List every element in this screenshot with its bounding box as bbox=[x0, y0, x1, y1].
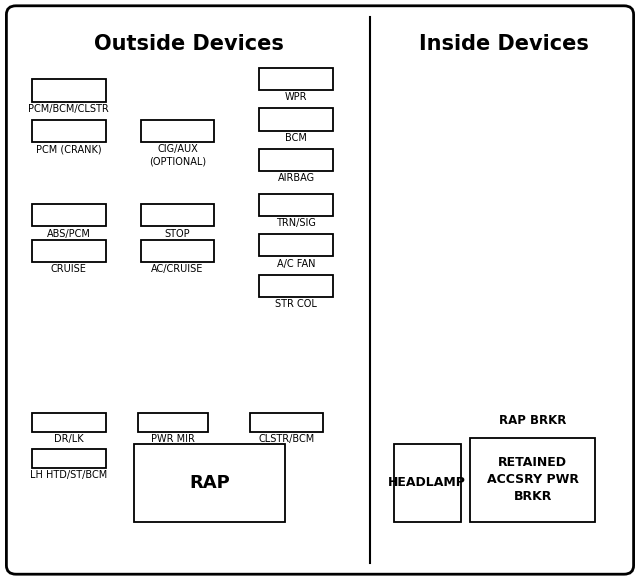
Text: CRUISE: CRUISE bbox=[51, 264, 87, 274]
Bar bbox=[141, 120, 214, 142]
Text: STR COL: STR COL bbox=[275, 299, 317, 309]
Bar bbox=[141, 204, 214, 226]
Bar bbox=[32, 449, 106, 468]
Bar bbox=[32, 413, 106, 432]
Text: RAP: RAP bbox=[189, 474, 230, 492]
Text: TRN/SIG: TRN/SIG bbox=[276, 218, 316, 228]
Text: LH HTD/ST/BCM: LH HTD/ST/BCM bbox=[30, 470, 108, 480]
Bar bbox=[394, 444, 461, 522]
Bar bbox=[259, 108, 333, 130]
Text: PCM (CRANK): PCM (CRANK) bbox=[36, 144, 102, 154]
Text: DR/LK: DR/LK bbox=[54, 434, 84, 444]
Bar bbox=[259, 194, 333, 216]
Text: Inside Devices: Inside Devices bbox=[419, 34, 589, 53]
Text: PCM/BCM/CLSTR: PCM/BCM/CLSTR bbox=[28, 104, 109, 114]
Text: ABS/PCM: ABS/PCM bbox=[47, 229, 91, 238]
Text: A/C FAN: A/C FAN bbox=[276, 259, 316, 269]
Bar bbox=[259, 68, 333, 90]
Bar bbox=[32, 204, 106, 226]
Text: PWR MIR: PWR MIR bbox=[151, 434, 195, 444]
Text: WPR: WPR bbox=[285, 92, 307, 102]
Text: AIRBAG: AIRBAG bbox=[277, 173, 315, 183]
Bar bbox=[138, 413, 208, 432]
Bar bbox=[32, 240, 106, 262]
Bar bbox=[32, 120, 106, 142]
Bar bbox=[141, 240, 214, 262]
Bar bbox=[250, 413, 323, 432]
Bar bbox=[470, 438, 595, 522]
Text: CLSTR/BCM: CLSTR/BCM bbox=[259, 434, 314, 444]
Text: RETAINED
ACCSRY PWR
BRKR: RETAINED ACCSRY PWR BRKR bbox=[487, 456, 579, 503]
Bar bbox=[134, 444, 285, 522]
Text: Outside Devices: Outside Devices bbox=[94, 34, 284, 53]
Bar bbox=[259, 234, 333, 256]
Text: AC/CRUISE: AC/CRUISE bbox=[152, 264, 204, 274]
Bar bbox=[259, 275, 333, 297]
Text: RAP BRKR: RAP BRKR bbox=[499, 414, 566, 427]
FancyBboxPatch shape bbox=[6, 6, 634, 574]
Text: STOP: STOP bbox=[164, 229, 191, 238]
Bar bbox=[259, 149, 333, 171]
Text: CIG/AUX
(OPTIONAL): CIG/AUX (OPTIONAL) bbox=[149, 144, 206, 166]
Text: BCM: BCM bbox=[285, 133, 307, 143]
Text: HEADLAMP: HEADLAMP bbox=[388, 476, 466, 490]
Bar bbox=[32, 79, 106, 102]
